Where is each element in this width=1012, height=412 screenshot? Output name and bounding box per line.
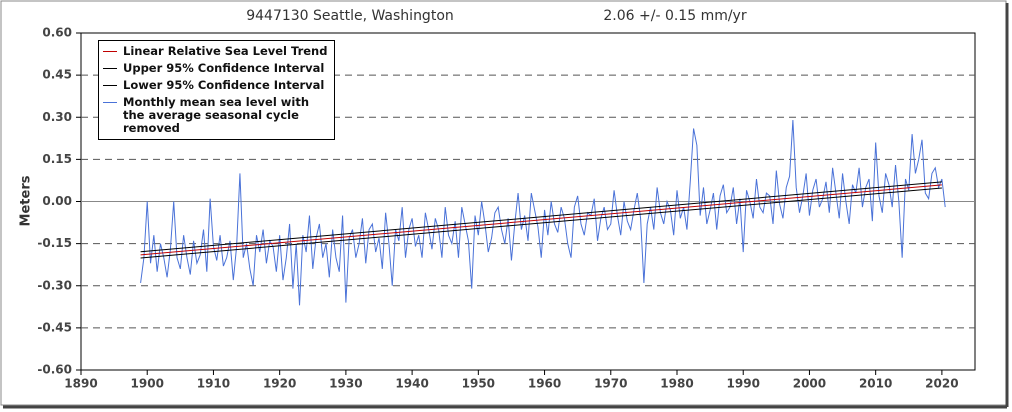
y-axis-label: Meters [19, 175, 34, 226]
x-tick-label: 1930 [329, 377, 362, 391]
x-tick-label: 1890 [64, 377, 97, 391]
legend-label: Upper 95% Confidence Interval [123, 61, 325, 75]
series-line [140, 181, 942, 253]
legend: Linear Relative Sea Level Trend Upper 95%… [98, 40, 335, 140]
legend-item: Upper 95% Confidence Interval [103, 60, 328, 77]
y-tick-label: 0.60 [42, 26, 72, 40]
legend-swatch [103, 102, 117, 103]
x-tick-label: 1920 [263, 377, 296, 391]
x-tick-label: 1910 [197, 377, 230, 391]
x-tick-label: 1990 [727, 377, 760, 391]
series-line [140, 184, 942, 256]
legend-swatch [103, 85, 117, 86]
series-line [140, 120, 946, 306]
x-tick-label: 1940 [395, 377, 428, 391]
x-tick-label: 1950 [462, 377, 495, 391]
x-tick-label: 1900 [131, 377, 164, 391]
series-line [140, 187, 942, 259]
legend-label: Monthly mean sea level with the average … [123, 95, 310, 135]
legend-swatch [103, 51, 117, 52]
y-tick-label: 0.15 [42, 152, 72, 166]
x-tick-label: 1960 [528, 377, 561, 391]
y-tick-label: -0.30 [37, 278, 72, 292]
y-tick-label: -0.60 [37, 363, 72, 377]
y-tick-label: 0.30 [42, 110, 72, 124]
x-tick-label: 2000 [793, 377, 826, 391]
x-tick-label: 2020 [925, 377, 958, 391]
legend-item: Monthly mean sea level with the average … [103, 94, 328, 137]
legend-item: Lower 95% Confidence Interval [103, 77, 328, 94]
y-tick-label: -0.45 [37, 320, 72, 334]
chart-title: 9447130 Seattle, Washington [246, 8, 454, 24]
chart-subtitle: 2.06 +/- 0.15 mm/yr [603, 8, 746, 24]
legend-label: Lower 95% Confidence Interval [123, 78, 325, 92]
x-tick-label: 2010 [859, 377, 892, 391]
y-tick-label: 0.45 [42, 68, 72, 82]
legend-swatch [103, 68, 117, 69]
legend-item: Linear Relative Sea Level Trend [103, 43, 328, 60]
x-tick-label: 1970 [594, 377, 627, 391]
y-tick-label: -0.15 [37, 236, 72, 250]
legend-label: Linear Relative Sea Level Trend [123, 44, 328, 58]
x-tick-label: 1980 [660, 377, 693, 391]
y-tick-label: 0.00 [42, 194, 72, 208]
